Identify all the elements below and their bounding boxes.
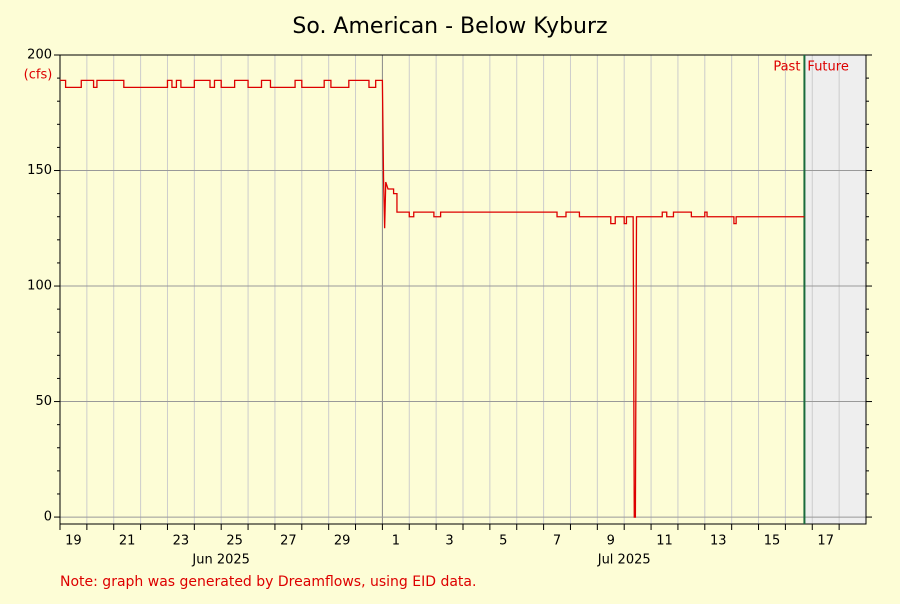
y-tick-label: 0	[44, 510, 52, 525]
y-tick-label: 50	[35, 394, 52, 409]
x-tick-label: 7	[553, 534, 561, 549]
future-region	[804, 55, 866, 524]
note: Note: graph was generated by Dreamflows,…	[60, 574, 476, 590]
x-tick-label: 1	[392, 534, 400, 549]
x-tick-label: 3	[445, 534, 453, 549]
y-tick-label: 200	[27, 48, 52, 63]
x-tick-label: 9	[607, 534, 615, 549]
month-label: Jul 2025	[597, 553, 651, 568]
future-label: Future	[807, 60, 848, 75]
x-tick-label: 11	[656, 534, 673, 549]
x-tick-label: 27	[280, 534, 297, 549]
x-tick-label: 21	[119, 534, 136, 549]
x-tick-label: 5	[499, 534, 507, 549]
month-label: Jun 2025	[191, 553, 250, 568]
x-tick-label: 13	[710, 534, 727, 549]
series-line	[60, 79, 805, 518]
x-tick-label: 19	[65, 534, 82, 549]
y-tick-label: 100	[27, 279, 52, 294]
y-unit: (cfs)	[24, 68, 53, 83]
x-tick-label: 23	[173, 534, 190, 549]
plot-frame	[59, 54, 867, 525]
x-tick-label: 17	[817, 534, 834, 549]
x-tick-label: 25	[226, 534, 243, 549]
chart-title: So. American - Below Kyburz	[292, 14, 607, 39]
past-label: Past	[773, 60, 800, 75]
x-tick-label: 15	[764, 534, 781, 549]
x-tick-label: 29	[334, 534, 351, 549]
y-tick-label: 150	[27, 163, 52, 178]
